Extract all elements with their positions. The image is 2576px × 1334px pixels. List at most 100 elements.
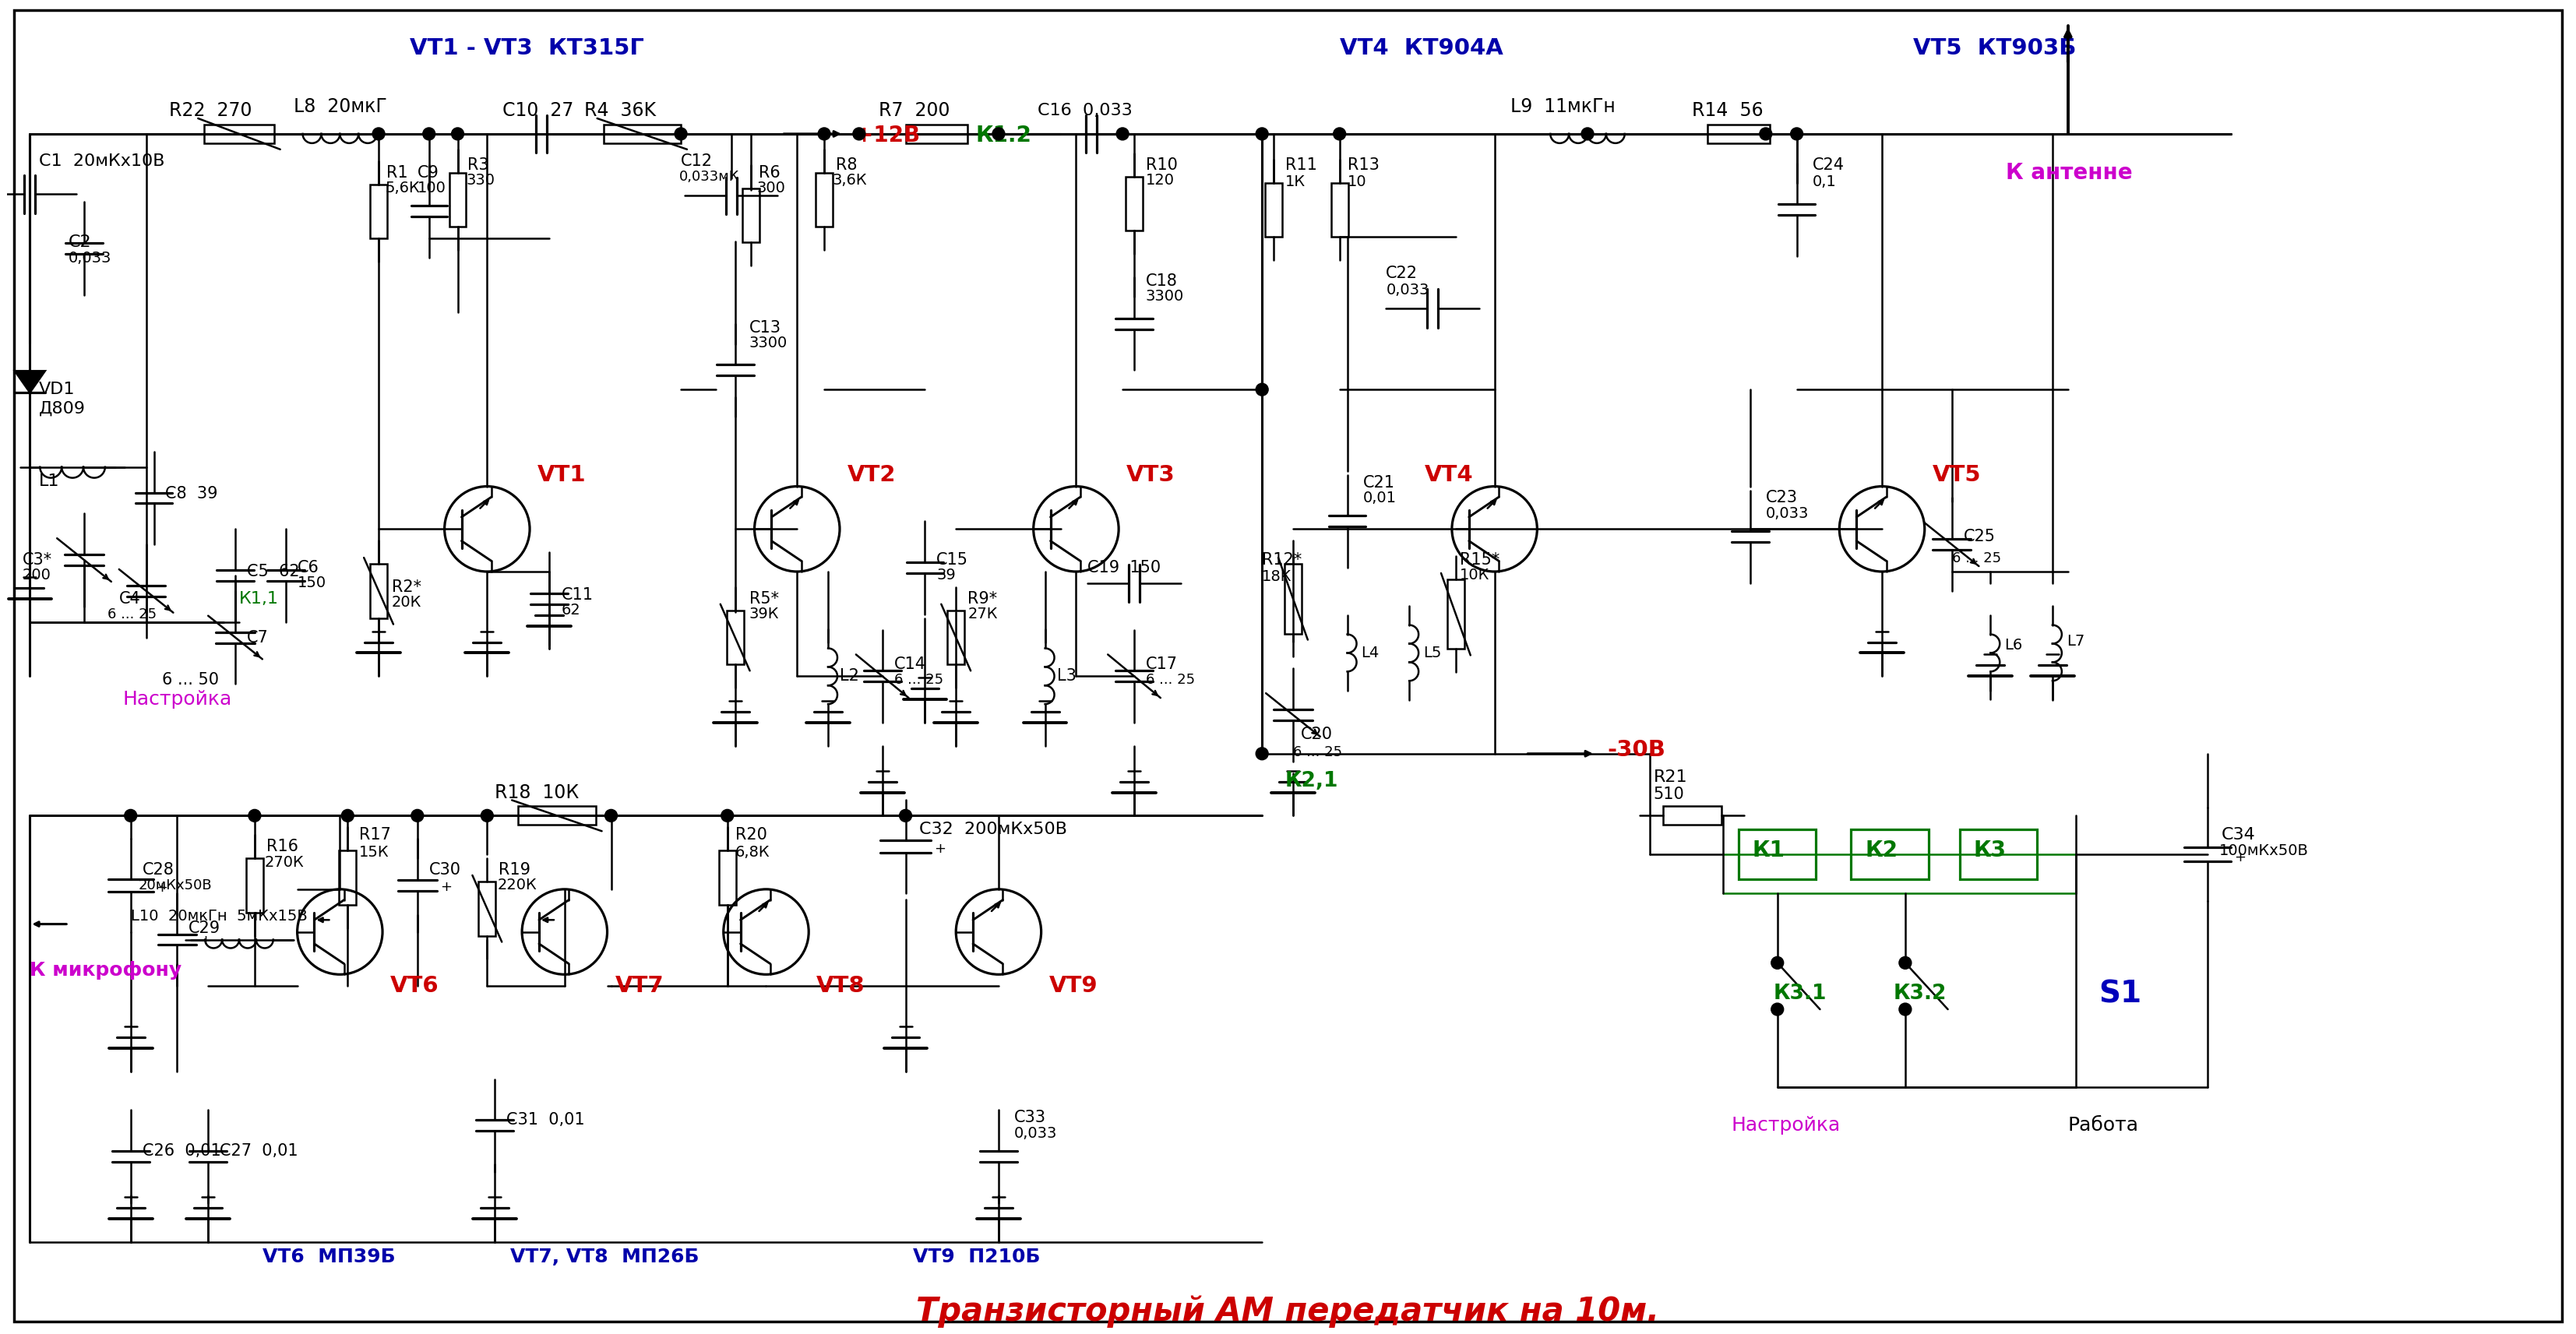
Text: +12В: +12В: [855, 124, 920, 147]
Text: R14  56: R14 56: [1692, 101, 1765, 120]
Circle shape: [899, 810, 912, 822]
Bar: [247, 858, 263, 912]
Text: R8: R8: [835, 157, 858, 172]
Bar: [518, 806, 595, 824]
Text: R13: R13: [1347, 157, 1378, 172]
Bar: [340, 851, 355, 904]
Text: К1.2: К1.2: [976, 124, 1030, 147]
Text: 0,01: 0,01: [1363, 491, 1396, 506]
Text: 18К: 18К: [1262, 570, 1293, 584]
Text: L1: L1: [39, 474, 59, 488]
Text: C34: C34: [2221, 827, 2257, 843]
Text: К антенне: К антенне: [2007, 161, 2133, 184]
Text: +: +: [440, 880, 451, 894]
Text: R22  270: R22 270: [170, 101, 252, 120]
Circle shape: [853, 128, 866, 140]
Circle shape: [1759, 128, 1772, 140]
Text: C25: C25: [1963, 530, 1996, 544]
Text: VT6  МП39Б: VT6 МП39Б: [263, 1247, 394, 1266]
Text: 0,033: 0,033: [1765, 506, 1808, 520]
Bar: [1126, 176, 1144, 231]
Circle shape: [1115, 128, 1128, 140]
Text: 6,8К: 6,8К: [734, 844, 770, 859]
Text: R16: R16: [265, 839, 299, 854]
Text: 5,6К: 5,6К: [384, 180, 420, 196]
Text: L3: L3: [1056, 668, 1077, 684]
Text: VT9  П210Б: VT9 П210Б: [914, 1247, 1041, 1266]
Text: 3,6К: 3,6К: [832, 173, 866, 188]
Circle shape: [1790, 128, 1803, 140]
Text: 100мКх50В: 100мКх50В: [2218, 843, 2308, 858]
Text: VT2: VT2: [848, 464, 896, 486]
Text: R18  10К: R18 10К: [495, 783, 580, 802]
Text: 200: 200: [23, 568, 52, 583]
Text: Настройка: Настройка: [1731, 1117, 1839, 1135]
Text: VT6: VT6: [389, 975, 438, 996]
Text: VT8: VT8: [817, 975, 866, 996]
Bar: [204, 124, 273, 143]
Text: 15К: 15К: [358, 844, 389, 859]
Circle shape: [1257, 747, 1267, 760]
Text: C22: C22: [1386, 265, 1417, 281]
Text: К1,1: К1,1: [240, 591, 278, 607]
Circle shape: [1257, 383, 1267, 396]
Text: R2*: R2*: [392, 579, 422, 595]
Text: C32  200мКх50В: C32 200мКх50В: [920, 822, 1066, 838]
Text: C14: C14: [894, 656, 925, 672]
Text: R6: R6: [757, 165, 781, 180]
Text: R15*: R15*: [1461, 552, 1499, 568]
Text: 0,033: 0,033: [70, 251, 111, 265]
Text: Транзисторный АМ передатчик на 10м.: Транзисторный АМ передатчик на 10м.: [917, 1295, 1659, 1327]
Circle shape: [992, 128, 1005, 140]
Text: VT1 - VT3  КТ315Г: VT1 - VT3 КТ315Г: [410, 37, 644, 60]
Text: R12*: R12*: [1262, 552, 1301, 568]
Text: VT5: VT5: [1932, 464, 1981, 486]
Text: К3.2: К3.2: [1893, 983, 1947, 1005]
Text: К1: К1: [1752, 839, 1785, 862]
Polygon shape: [15, 371, 46, 392]
Circle shape: [819, 128, 829, 140]
Circle shape: [1899, 1003, 1911, 1015]
Text: C5  62: C5 62: [247, 564, 299, 579]
Text: Работа: Работа: [2069, 1117, 2138, 1135]
Text: +: +: [157, 880, 167, 895]
Bar: [1285, 564, 1301, 634]
Text: VD1: VD1: [39, 382, 75, 398]
Text: 0,033: 0,033: [1386, 283, 1430, 297]
Text: 6 ... 50: 6 ... 50: [162, 672, 219, 688]
Bar: [1960, 830, 2038, 879]
Text: C9: C9: [417, 165, 438, 180]
Bar: [371, 184, 386, 239]
Circle shape: [1257, 128, 1267, 140]
Circle shape: [412, 810, 422, 822]
Text: -30В: -30В: [1607, 739, 1664, 760]
Bar: [948, 611, 963, 664]
Text: L4: L4: [1360, 646, 1378, 660]
Circle shape: [1334, 128, 1345, 140]
Text: R3: R3: [469, 157, 489, 172]
Text: C8  39: C8 39: [165, 487, 219, 502]
Circle shape: [605, 810, 618, 822]
Circle shape: [721, 810, 734, 822]
Text: C12: C12: [680, 153, 714, 169]
Text: VT7: VT7: [616, 975, 665, 996]
Text: R4  36K: R4 36K: [585, 101, 657, 120]
Text: L2: L2: [840, 668, 858, 684]
Text: 100: 100: [417, 180, 446, 196]
Text: К2: К2: [1865, 839, 1899, 862]
Bar: [371, 564, 386, 618]
Text: C23: C23: [1765, 490, 1798, 506]
Text: 27К: 27К: [969, 607, 997, 622]
Bar: [479, 882, 495, 935]
Text: C4: C4: [118, 591, 142, 607]
Text: 3300: 3300: [750, 336, 788, 351]
Text: 20К: 20К: [392, 595, 422, 610]
Text: 120: 120: [1146, 173, 1175, 188]
Circle shape: [374, 128, 384, 140]
Text: R10: R10: [1146, 157, 1177, 172]
Text: C15: C15: [938, 552, 969, 568]
Text: R17: R17: [358, 827, 392, 843]
Bar: [1448, 579, 1463, 650]
Bar: [1852, 830, 1929, 879]
Text: 300: 300: [757, 180, 786, 196]
